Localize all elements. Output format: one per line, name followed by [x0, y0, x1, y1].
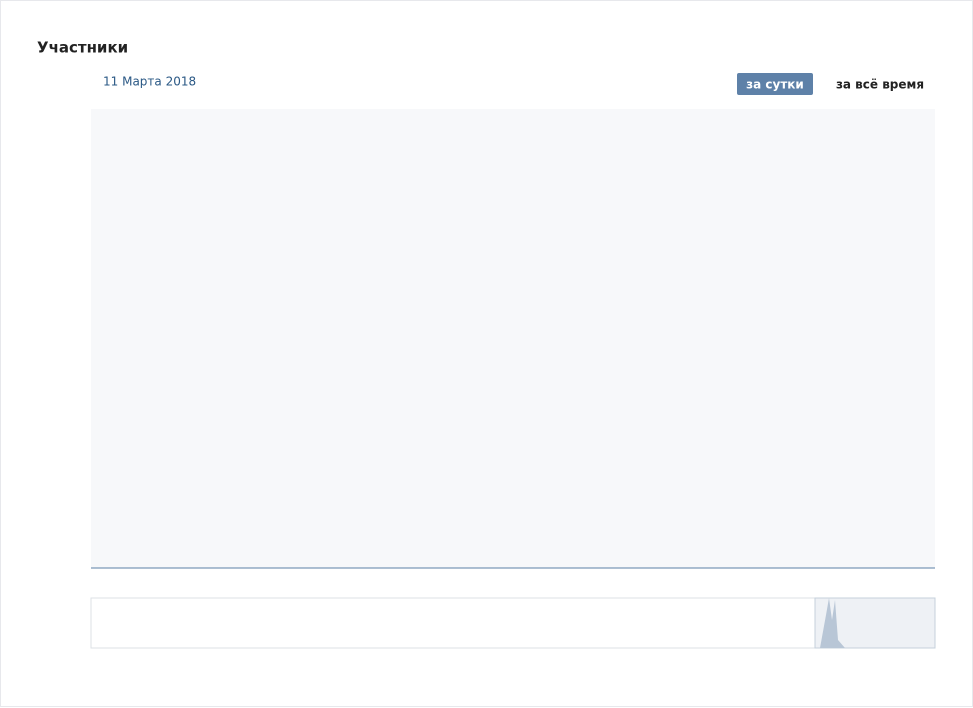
- selected-date: 11 Марта 2018: [103, 75, 196, 89]
- navigator-preview: [820, 598, 845, 648]
- plot-area: [91, 109, 935, 568]
- period-button-label[interactable]: за всё время: [836, 78, 924, 92]
- period-button[interactable]: [737, 73, 813, 95]
- card-title: Участники: [37, 39, 128, 57]
- navigator[interactable]: [90, 597, 936, 649]
- period-button-label[interactable]: за сутки: [746, 78, 804, 92]
